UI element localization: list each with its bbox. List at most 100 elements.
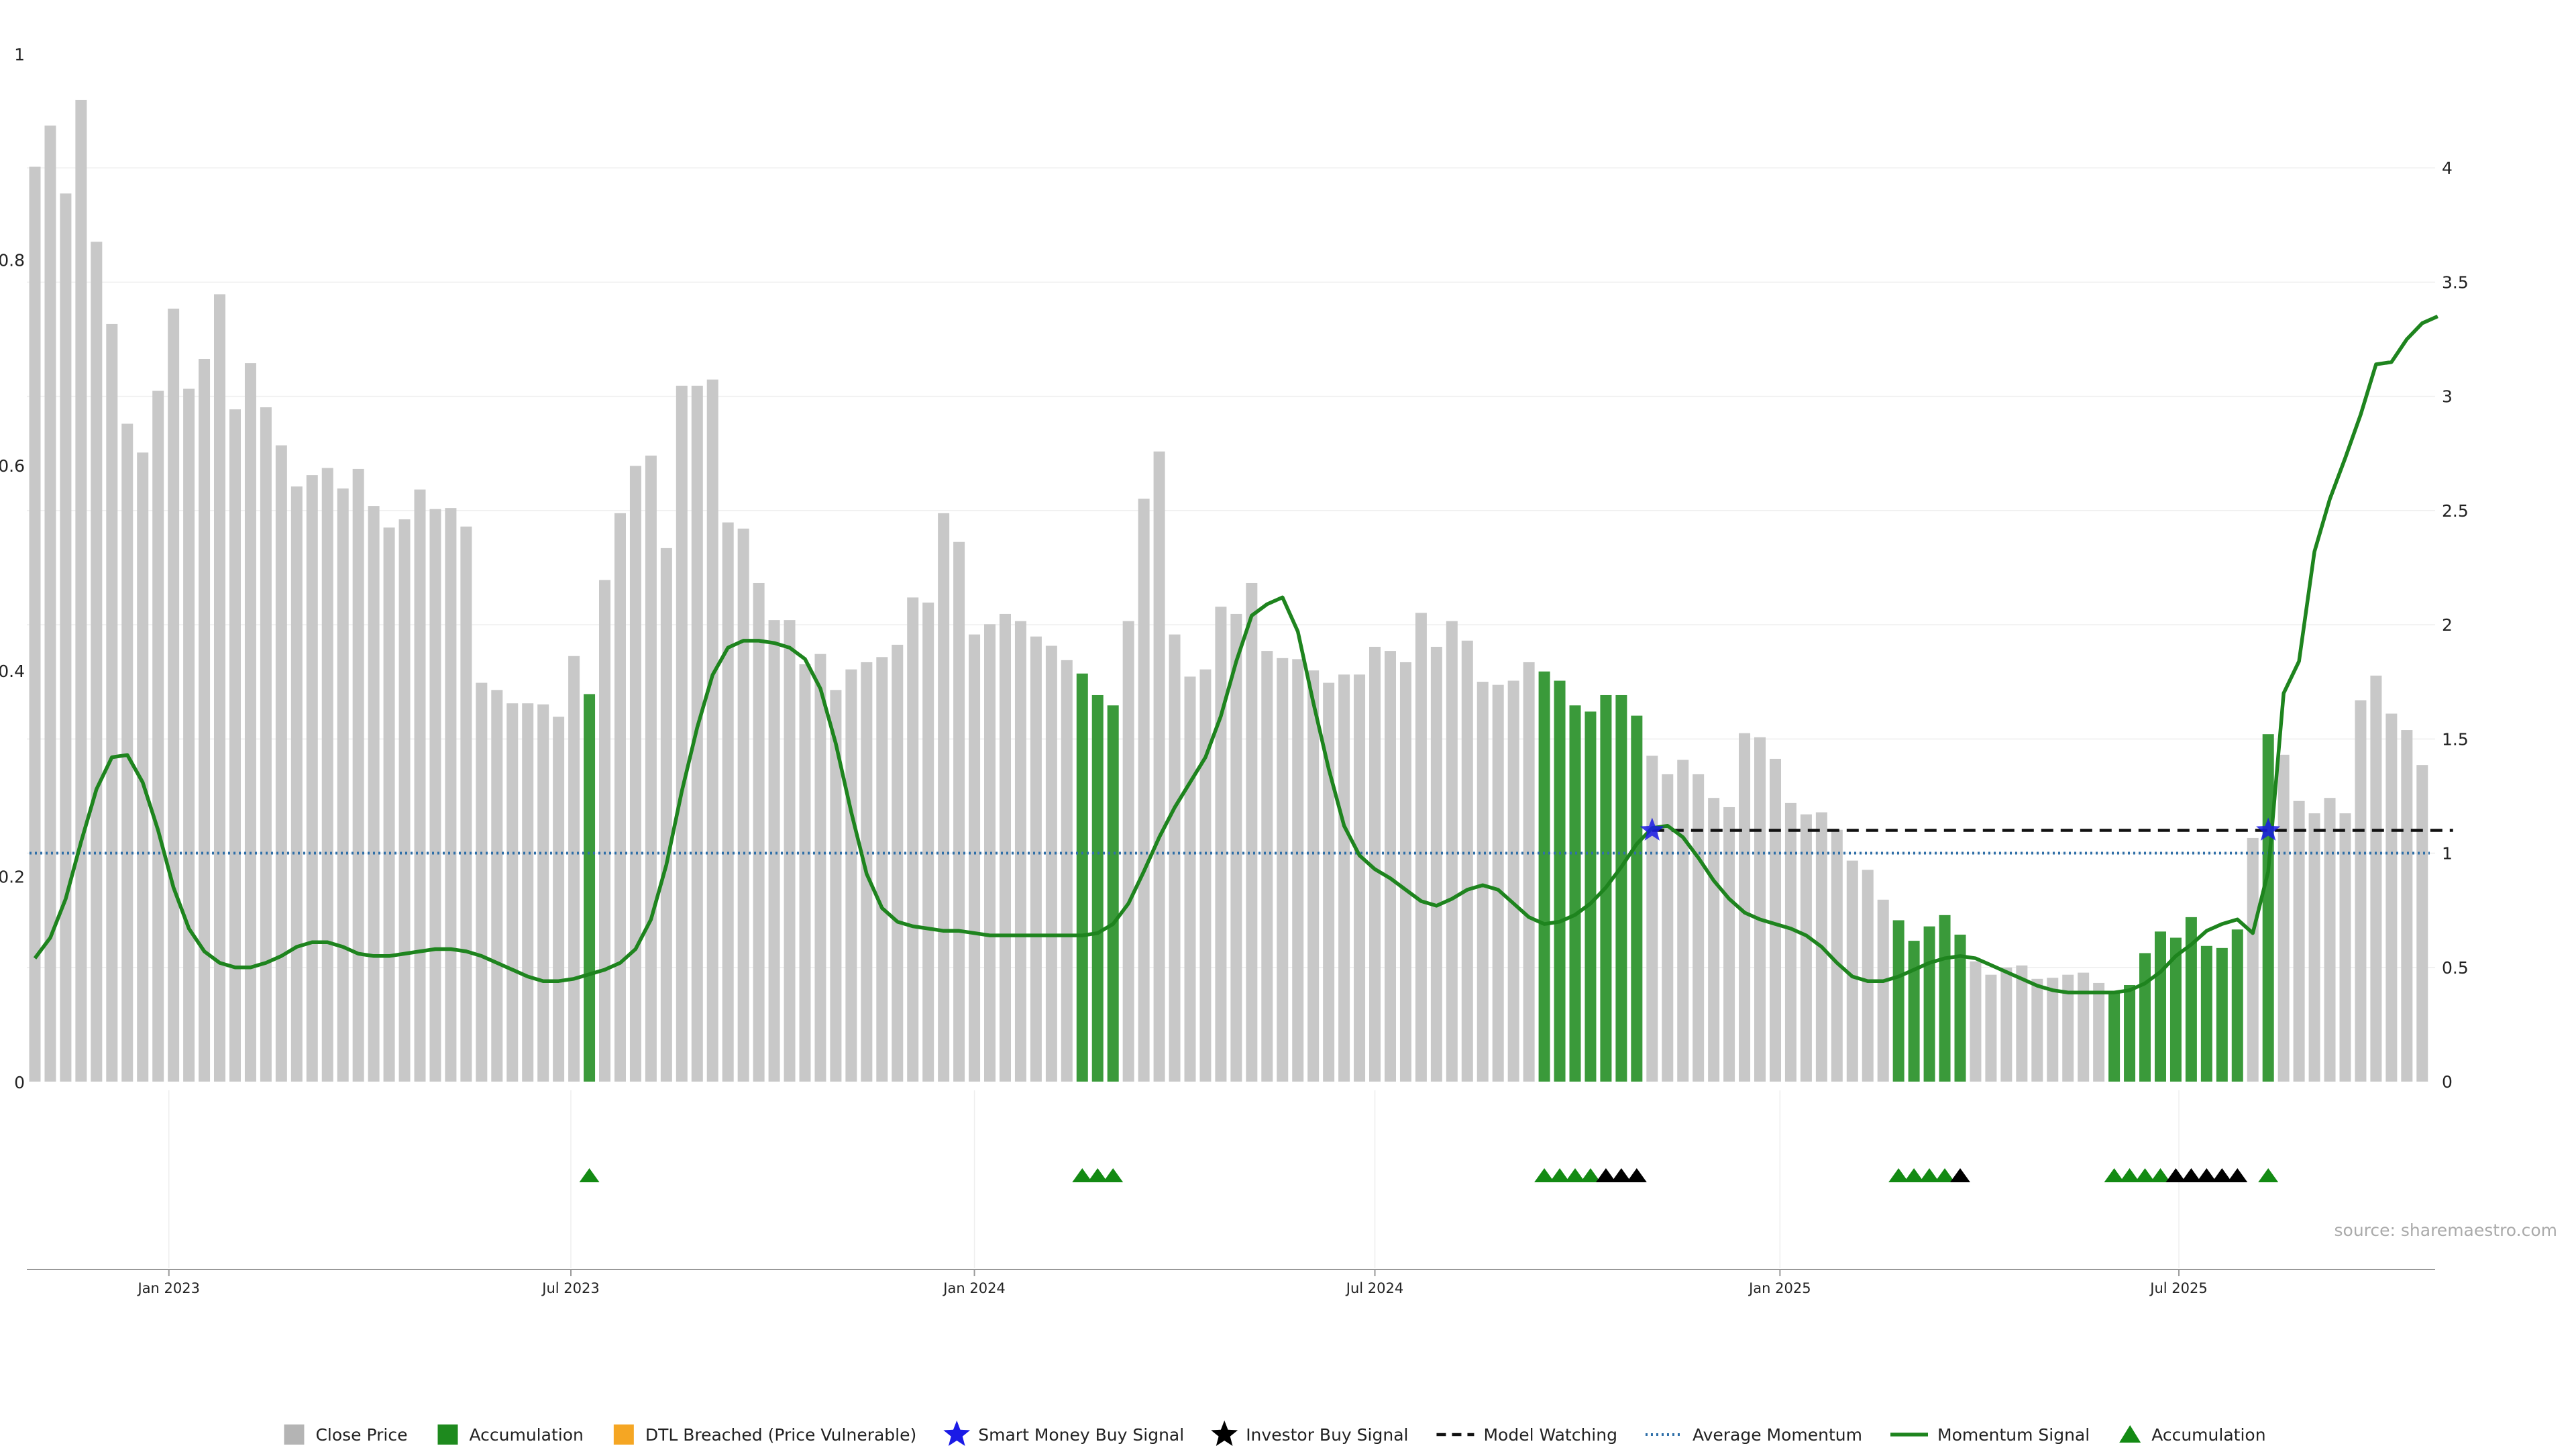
price-bar xyxy=(1169,634,1181,1082)
accumulation-bar xyxy=(1538,671,1550,1082)
price-bar xyxy=(1739,733,1751,1082)
price-bar xyxy=(1138,499,1150,1082)
price-bar xyxy=(137,452,149,1082)
accumulation-bar xyxy=(1615,694,1627,1082)
y-right-tick-label: 2 xyxy=(2442,615,2453,635)
price-bar xyxy=(91,242,103,1082)
price-bar xyxy=(660,548,672,1082)
x-tick-label: Jul 2024 xyxy=(1345,1280,1403,1296)
price-bar xyxy=(1662,774,1674,1082)
legend-item-dtl-breached: DTL Breached (Price Vulnerable) xyxy=(613,1424,916,1445)
price-bar xyxy=(398,519,411,1082)
price-bar xyxy=(1461,640,1473,1082)
price-bar xyxy=(814,654,826,1082)
smart-money-star xyxy=(1640,817,1664,841)
price-bar xyxy=(1708,798,1720,1082)
y-right-tick-label: 1.5 xyxy=(2442,729,2469,749)
price-bar xyxy=(1523,662,1535,1082)
price-bar xyxy=(429,509,441,1082)
price-bar xyxy=(2247,837,2259,1082)
accumulation-marker xyxy=(1103,1168,1124,1182)
price-bar xyxy=(2416,765,2428,1082)
price-bar xyxy=(1354,674,1366,1082)
x-tick-label: Jan 2025 xyxy=(1748,1280,1811,1296)
legend-label: Momentum Signal xyxy=(1937,1425,2090,1445)
price-bar xyxy=(1045,645,1057,1082)
price-bar xyxy=(2093,982,2105,1082)
price-bar xyxy=(2385,713,2398,1082)
y-right-tick-label: 1 xyxy=(2442,844,2453,864)
price-bar xyxy=(491,690,503,1082)
price-bar xyxy=(1384,651,1396,1082)
y-left-tick-label: 0.8 xyxy=(0,250,25,270)
accumulation-bar xyxy=(2154,931,2166,1082)
price-bar xyxy=(244,363,256,1082)
y-left-tick-label: 1 xyxy=(14,45,25,64)
price-bar xyxy=(1184,676,1196,1082)
price-bar xyxy=(629,466,641,1082)
investor-marker xyxy=(2181,1168,2202,1182)
legend-label: Model Watching xyxy=(1483,1425,1617,1445)
investor-marker xyxy=(2165,1168,2186,1182)
price-bar xyxy=(1754,737,1766,1082)
price-bar xyxy=(1800,814,1812,1082)
legend-triangle-icon xyxy=(2119,1425,2141,1443)
price-bar xyxy=(907,597,919,1082)
price-bar xyxy=(1492,684,1504,1082)
accumulation-marker xyxy=(2104,1168,2125,1182)
legend-label: DTL Breached (Price Vulnerable) xyxy=(645,1425,916,1445)
smart-money-star xyxy=(2256,817,2281,841)
price-bar xyxy=(445,508,457,1082)
price-bar xyxy=(984,624,996,1082)
price-bar xyxy=(2000,967,2012,1082)
y-left-tick-label: 0.6 xyxy=(0,456,25,476)
signal-lines xyxy=(30,314,2453,994)
legend-label: Average Momentum xyxy=(1693,1425,1862,1445)
price-bar xyxy=(183,388,195,1082)
accumulation-bar xyxy=(1076,673,1088,1082)
legend-swatch xyxy=(437,1424,458,1445)
price-bar xyxy=(999,613,1011,1082)
price-bar xyxy=(1723,807,1735,1082)
price-bar xyxy=(306,475,318,1082)
accumulation-bar xyxy=(1585,711,1597,1082)
price-bar xyxy=(44,125,56,1082)
legend-item-close-price: Close Price xyxy=(284,1424,407,1445)
price-bar xyxy=(2277,754,2290,1082)
signal-markers xyxy=(579,817,2281,1182)
price-bar xyxy=(1399,662,1411,1082)
price-bar xyxy=(953,541,965,1082)
price-bar xyxy=(1246,582,1258,1082)
accumulation-bar xyxy=(2124,984,2136,1082)
price-bar xyxy=(537,704,549,1082)
price-bar xyxy=(1369,646,1381,1082)
price-bar xyxy=(506,703,519,1082)
accumulation-bar xyxy=(2216,947,2228,1082)
price-bar xyxy=(2016,965,2028,1082)
accumulation-marker xyxy=(2119,1168,2140,1182)
price-bar xyxy=(460,526,472,1082)
price-bar xyxy=(199,359,211,1082)
price-bar xyxy=(2078,972,2090,1082)
price-bar xyxy=(522,703,534,1082)
price-bar xyxy=(1415,613,1427,1082)
price-bar xyxy=(1646,756,1658,1082)
price-bar xyxy=(2031,978,2043,1082)
price-bar xyxy=(60,193,72,1082)
price-bar xyxy=(892,644,904,1082)
price-bar xyxy=(1862,870,1874,1082)
price-bar xyxy=(922,603,934,1082)
price-bar xyxy=(614,513,626,1082)
price-bar xyxy=(1784,802,1796,1082)
price-bar xyxy=(1446,621,1458,1082)
accumulation-marker xyxy=(579,1168,600,1182)
x-tick-label: Jul 2023 xyxy=(541,1280,599,1296)
price-bar xyxy=(1230,613,1242,1082)
price-bar xyxy=(1338,674,1350,1082)
price-bar xyxy=(1323,682,1335,1082)
price-bar xyxy=(1215,607,1227,1082)
accumulation-marker xyxy=(1935,1168,1955,1182)
price-bar xyxy=(368,506,380,1082)
legend-item-accumulation-bar: Accumulation xyxy=(437,1424,584,1445)
legend-item-average-momentum: Average Momentum xyxy=(1645,1425,1862,1445)
